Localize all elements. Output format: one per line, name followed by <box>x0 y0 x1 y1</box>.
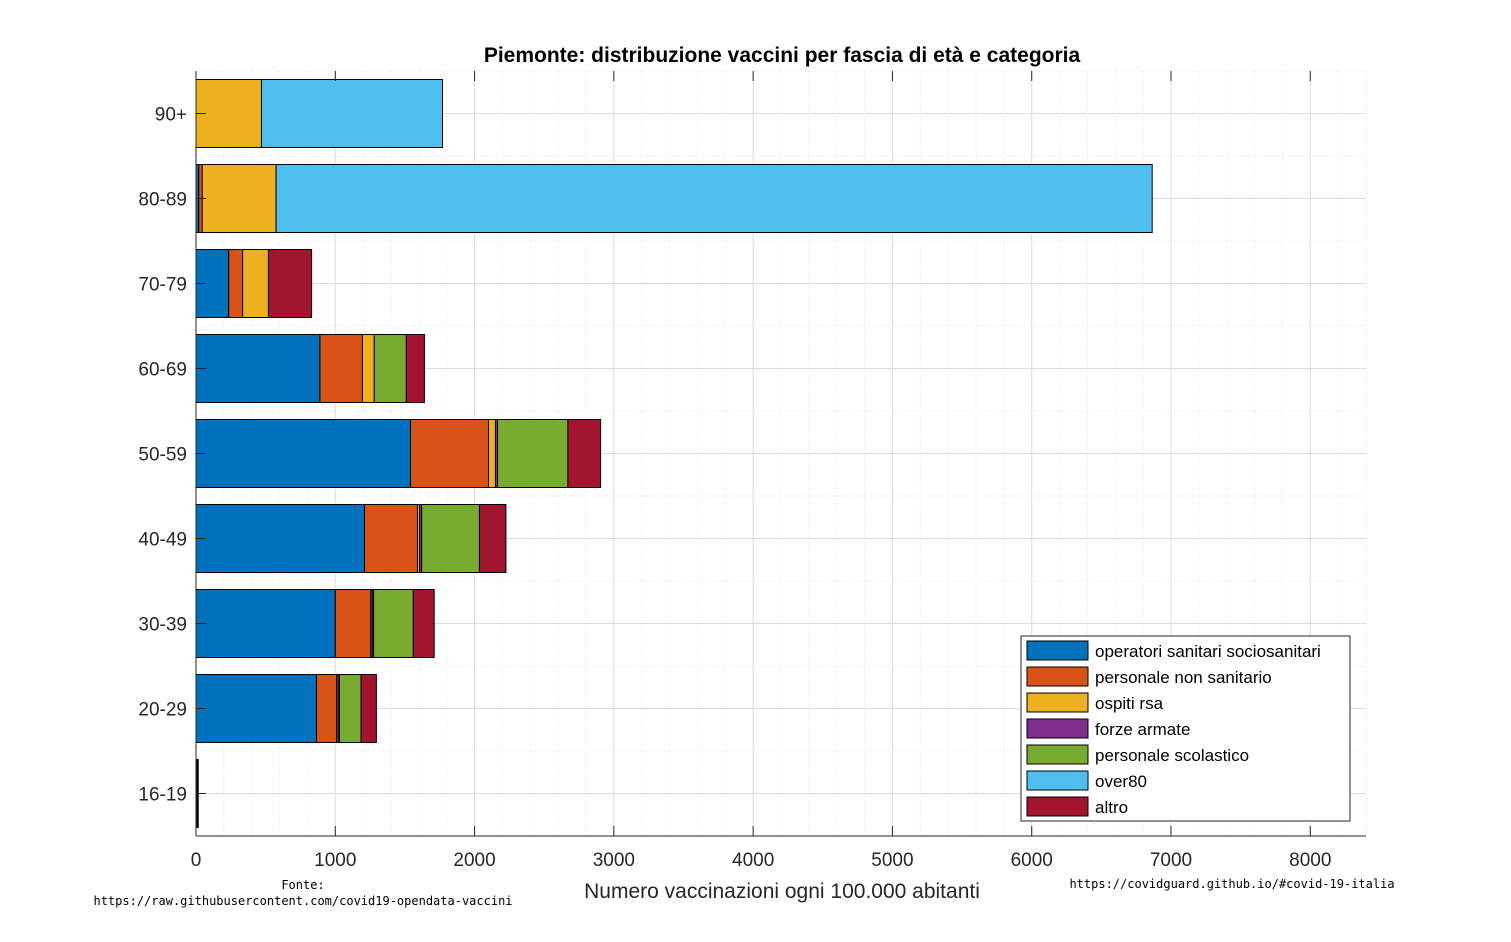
bar-segment <box>361 334 375 403</box>
bar-segment <box>338 674 362 743</box>
bar-segment <box>410 419 489 488</box>
x-axis-ticks: 0 1000 2000 3000 4000 5000 6000 7000 8000 <box>191 71 1331 871</box>
bar-segment <box>488 419 496 488</box>
y-tick-label: 80-89 <box>138 190 187 211</box>
y-tick-label: 16-19 <box>138 785 187 806</box>
x-tick-label: 3000 <box>593 850 635 871</box>
x-tick-label: 8000 <box>1289 850 1331 871</box>
x-tick-label: 6000 <box>1011 850 1053 871</box>
legend-label: operatori sanitari sociosanitari <box>1095 642 1321 661</box>
x-tick-label: 4000 <box>732 850 774 871</box>
y-tick-label: 40-49 <box>138 530 187 551</box>
y-tick-label: 90+ <box>155 105 187 126</box>
legend-swatch <box>1026 640 1089 661</box>
legend-swatch <box>1026 692 1089 713</box>
y-tick-label: 70-79 <box>138 275 187 296</box>
bar-segment <box>195 334 321 403</box>
legend-swatch <box>1026 718 1089 739</box>
bar-segment <box>195 674 317 743</box>
bar-segment <box>195 419 411 488</box>
bar-segment <box>360 674 377 743</box>
x-tick-label: 2000 <box>453 850 495 871</box>
x-tick-label: 0 <box>191 850 202 871</box>
y-axis-ticks: 90+ 80-89 70-79 60-69 50-59 40-49 30-39 20-29 16… <box>138 105 206 806</box>
legend-label: personale scolastico <box>1095 746 1249 765</box>
legend-swatch <box>1026 796 1089 817</box>
bar-segment <box>275 164 1153 233</box>
bar-segment <box>319 334 363 403</box>
bar-segment <box>412 589 435 658</box>
y-tick-label: 30-39 <box>138 615 187 636</box>
x-tick-label: 5000 <box>871 850 913 871</box>
bar-segment <box>364 504 418 573</box>
bar-segment <box>497 419 569 488</box>
legend-label: altro <box>1095 798 1128 817</box>
y-tick-label: 60-69 <box>138 360 187 381</box>
bar-segment <box>315 674 338 743</box>
source-label: Fonte: <box>281 878 325 892</box>
bar-segment <box>421 504 480 573</box>
legend-swatch <box>1026 744 1089 765</box>
bar-segment <box>228 249 244 318</box>
bars <box>195 79 1153 828</box>
legend-label: ospiti rsa <box>1095 694 1164 713</box>
bar-segment <box>242 249 269 318</box>
bar-segment <box>195 79 262 148</box>
legend: operatori sanitari sociosanitari personal… <box>1020 635 1351 822</box>
legend-swatch <box>1026 770 1089 791</box>
y-tick-label: 50-59 <box>138 445 187 466</box>
source-url: https://raw.githubusercontent.com/covid1… <box>93 894 513 908</box>
y-tick-label: 20-29 <box>138 700 187 721</box>
legend-label: personale non sanitario <box>1095 668 1272 687</box>
x-axis-label: Numero vaccinazioni ogni 100.000 abitant… <box>584 880 980 903</box>
bar-segment <box>334 589 372 658</box>
bar-segment <box>195 504 366 573</box>
bar-segment <box>201 164 277 233</box>
legend-swatch <box>1026 666 1089 687</box>
bar-segment <box>267 249 313 318</box>
legend-label: over80 <box>1095 772 1147 791</box>
legend-label: forze armate <box>1095 720 1190 739</box>
bar-segment <box>195 589 336 658</box>
bar-segment <box>260 79 444 148</box>
site-url: https://covidguard.github.io/#covid-19-i… <box>1069 877 1395 891</box>
x-tick-label: 1000 <box>314 850 356 871</box>
bar-segment <box>373 334 407 403</box>
bar-segment <box>567 419 602 488</box>
x-tick-label: 7000 <box>1150 850 1192 871</box>
chart-title: Piemonte: distribuzione vaccini per fasc… <box>484 44 1081 67</box>
bar-segment <box>405 334 425 403</box>
bar-segment <box>478 504 507 573</box>
bar-segment <box>373 589 414 658</box>
